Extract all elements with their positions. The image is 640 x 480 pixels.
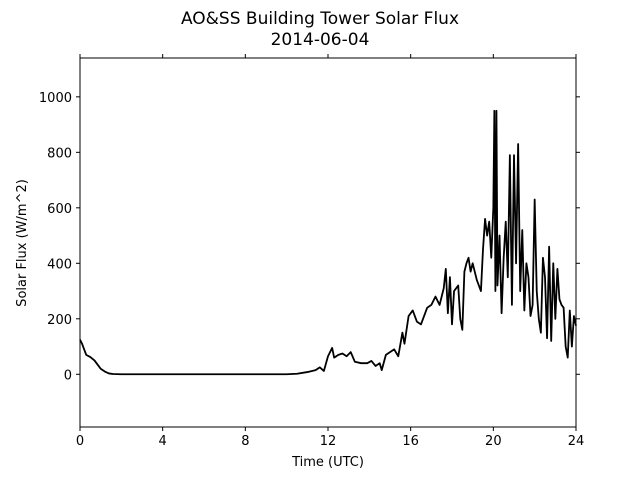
y-axis-label: Solar Flux (W/m^2): [15, 179, 30, 307]
x-tick-label: 4: [159, 434, 167, 449]
y-tick-label: 0: [64, 368, 72, 383]
y-tick-label: 800: [47, 146, 72, 161]
y-tick-label: 200: [47, 313, 72, 328]
x-tick-label: 24: [568, 434, 585, 449]
plot-frame: [79, 57, 577, 428]
chart-title: AO&SS Building Tower Solar Flux: [181, 9, 459, 29]
x-tick-label: 12: [320, 434, 337, 449]
chart-subtitle: 2014-06-04: [271, 30, 370, 50]
x-tick-label: 20: [485, 434, 502, 449]
x-axis-label: Time (UTC): [291, 455, 364, 470]
x-tick-label: 0: [76, 434, 84, 449]
y-tick-label: 1000: [39, 91, 72, 106]
y-tick-label: 600: [47, 202, 72, 217]
x-tick-label: 16: [402, 434, 419, 449]
y-tick-label: 400: [47, 257, 72, 272]
x-tick-label: 8: [241, 434, 249, 449]
data-line: [79, 109, 577, 376]
